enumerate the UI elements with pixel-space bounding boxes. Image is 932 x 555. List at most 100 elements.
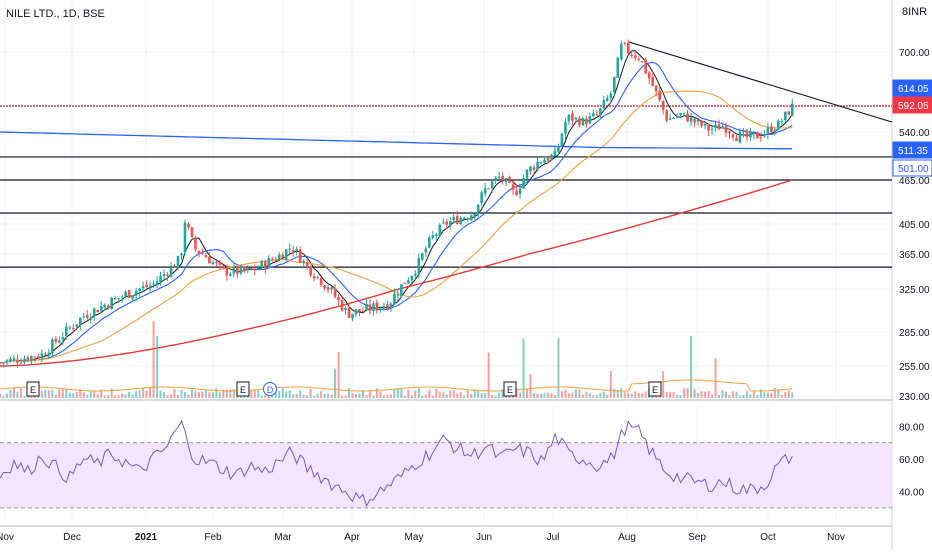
volume-bar: [414, 390, 417, 398]
volume-bar: [89, 391, 92, 398]
candle-body: [194, 237, 197, 250]
candle-body: [368, 304, 372, 311]
volume-bar: [693, 389, 696, 398]
volume-bar: [690, 336, 693, 398]
candle-body: [351, 313, 354, 319]
volume-bar: [519, 392, 522, 398]
volume-bar: [215, 388, 218, 398]
rsi-line: [0, 419, 793, 508]
candle-body: [340, 299, 344, 311]
candle-body: [78, 317, 82, 325]
candle-body: [585, 118, 588, 125]
candle-body: [689, 117, 693, 122]
candle-body: [358, 309, 361, 312]
candle-body: [120, 296, 124, 298]
volume-bar: [410, 395, 413, 398]
candle-body: [595, 114, 599, 116]
ma-blue-line: [0, 61, 793, 364]
volume-bar: [51, 389, 54, 398]
candle-body: [92, 308, 96, 317]
volume-bar: [543, 392, 546, 398]
volume-bar: [12, 388, 15, 398]
candle-body: [791, 103, 794, 116]
volume-bar: [770, 392, 773, 398]
volume-bar: [183, 392, 186, 398]
candle-body: [557, 147, 560, 152]
candle-body: [288, 248, 291, 250]
volume-bar: [103, 395, 106, 398]
rsi-tick-label: 80.00: [899, 422, 924, 433]
candle-body: [571, 113, 574, 121]
volume-bar: [323, 393, 326, 398]
volume-bar: [491, 395, 494, 398]
candle-body: [326, 287, 330, 290]
candle-body: [445, 221, 449, 225]
volume-bar: [232, 388, 235, 398]
candle-body: [752, 132, 756, 135]
candle-body: [138, 288, 141, 292]
volume-bar: [553, 395, 556, 398]
candle-body: [75, 324, 79, 327]
candle-body: [452, 216, 456, 221]
time-tick-label: Apr: [344, 532, 360, 543]
volume-bar: [288, 390, 291, 398]
candle-body: [448, 221, 452, 226]
candle-body: [295, 249, 298, 251]
candle-body: [431, 235, 435, 238]
volume-bar: [574, 389, 577, 398]
candle-body: [103, 304, 107, 308]
candle-body: [344, 307, 347, 311]
candle-body: [539, 162, 543, 164]
volume-bar: [372, 395, 375, 398]
candle-body: [532, 167, 536, 170]
volume-bar: [609, 371, 612, 398]
volume-bar: [585, 392, 588, 398]
candle-body: [574, 117, 578, 120]
volume-bar: [728, 394, 731, 398]
candle-body: [152, 283, 155, 285]
candle-body: [400, 284, 403, 297]
candle-body: [23, 358, 26, 363]
candle-body: [592, 113, 595, 117]
volume-bar: [117, 395, 120, 398]
volume-bar: [578, 389, 581, 398]
candle-body: [232, 267, 236, 274]
volume-bar: [166, 395, 169, 398]
candle-body: [661, 100, 665, 110]
candle-body: [578, 118, 581, 126]
volume-bar: [539, 393, 542, 398]
candle-body: [619, 43, 623, 60]
price-tick-label: 325.00: [899, 285, 930, 296]
volume-bar: [780, 394, 783, 398]
candle-body: [707, 125, 710, 131]
candle-body: [515, 190, 518, 196]
price-tick-label: 255.00: [899, 362, 930, 373]
volume-bar: [260, 395, 263, 398]
volume-bar: [250, 390, 253, 398]
volume-bar: [567, 393, 570, 398]
candle-body: [745, 130, 749, 138]
candle-body: [766, 127, 770, 134]
ma-long-blue-line: [0, 131, 793, 150]
candle-body: [323, 285, 326, 289]
volume-bar: [644, 391, 647, 398]
volume-bar: [665, 391, 668, 398]
candle-body: [180, 253, 183, 256]
candle-body: [89, 317, 93, 320]
volume-bar: [735, 391, 738, 398]
candle-body: [787, 111, 791, 115]
candle-body: [623, 42, 627, 44]
volume-bar: [428, 389, 431, 398]
candle-body: [553, 150, 557, 157]
candle-body: [780, 120, 784, 123]
candle-body: [693, 118, 696, 123]
candle-body: [173, 265, 176, 268]
ticker-title: NILE LTD., 1D, BSE: [6, 8, 105, 20]
volume-bar: [2, 395, 5, 398]
volume-bar: [299, 390, 302, 398]
candle-body: [19, 362, 23, 364]
volume-bar: [361, 391, 364, 398]
candle-body: [215, 262, 218, 264]
candle-body: [222, 265, 225, 269]
